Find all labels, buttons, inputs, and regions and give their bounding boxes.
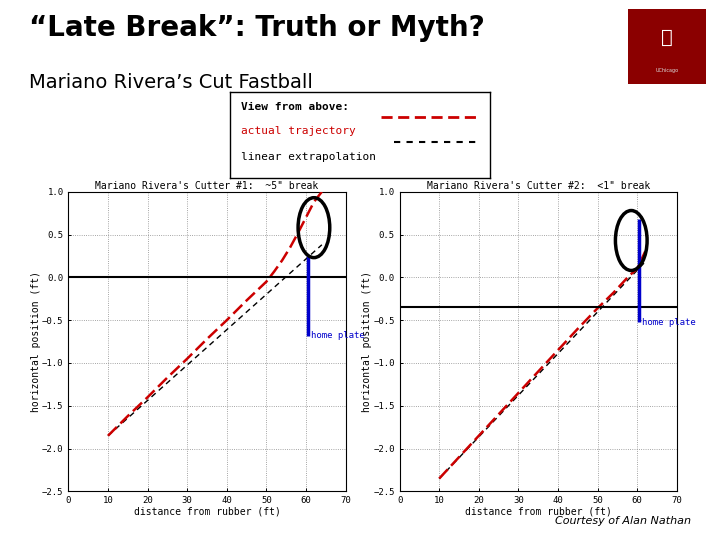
Text: Courtesy of Alan Nathan: Courtesy of Alan Nathan <box>555 516 691 526</box>
X-axis label: distance from rubber (ft): distance from rubber (ft) <box>134 507 280 517</box>
X-axis label: distance from rubber (ft): distance from rubber (ft) <box>465 507 611 517</box>
Text: home plate: home plate <box>642 318 696 327</box>
Text: UChicago: UChicago <box>655 68 678 73</box>
Title: Mariano Rivera's Cutter #2:  <1" break: Mariano Rivera's Cutter #2: <1" break <box>426 181 650 191</box>
Text: Mariano Rivera’s Cut Fastball: Mariano Rivera’s Cut Fastball <box>29 73 312 92</box>
Y-axis label: horizontal position (ft): horizontal position (ft) <box>362 271 372 412</box>
Text: “Late Break”: Truth or Myth?: “Late Break”: Truth or Myth? <box>29 14 485 42</box>
Text: linear extrapolation: linear extrapolation <box>240 152 376 161</box>
Text: View from above:: View from above: <box>240 102 348 112</box>
Text: actual trajectory: actual trajectory <box>240 126 356 137</box>
Text: home plate: home plate <box>311 331 365 340</box>
Text: 🦅: 🦅 <box>661 28 672 47</box>
Y-axis label: horizontal position (ft): horizontal position (ft) <box>31 271 40 412</box>
Title: Mariano Rivera's Cutter #1:  ~5" break: Mariano Rivera's Cutter #1: ~5" break <box>95 181 319 191</box>
